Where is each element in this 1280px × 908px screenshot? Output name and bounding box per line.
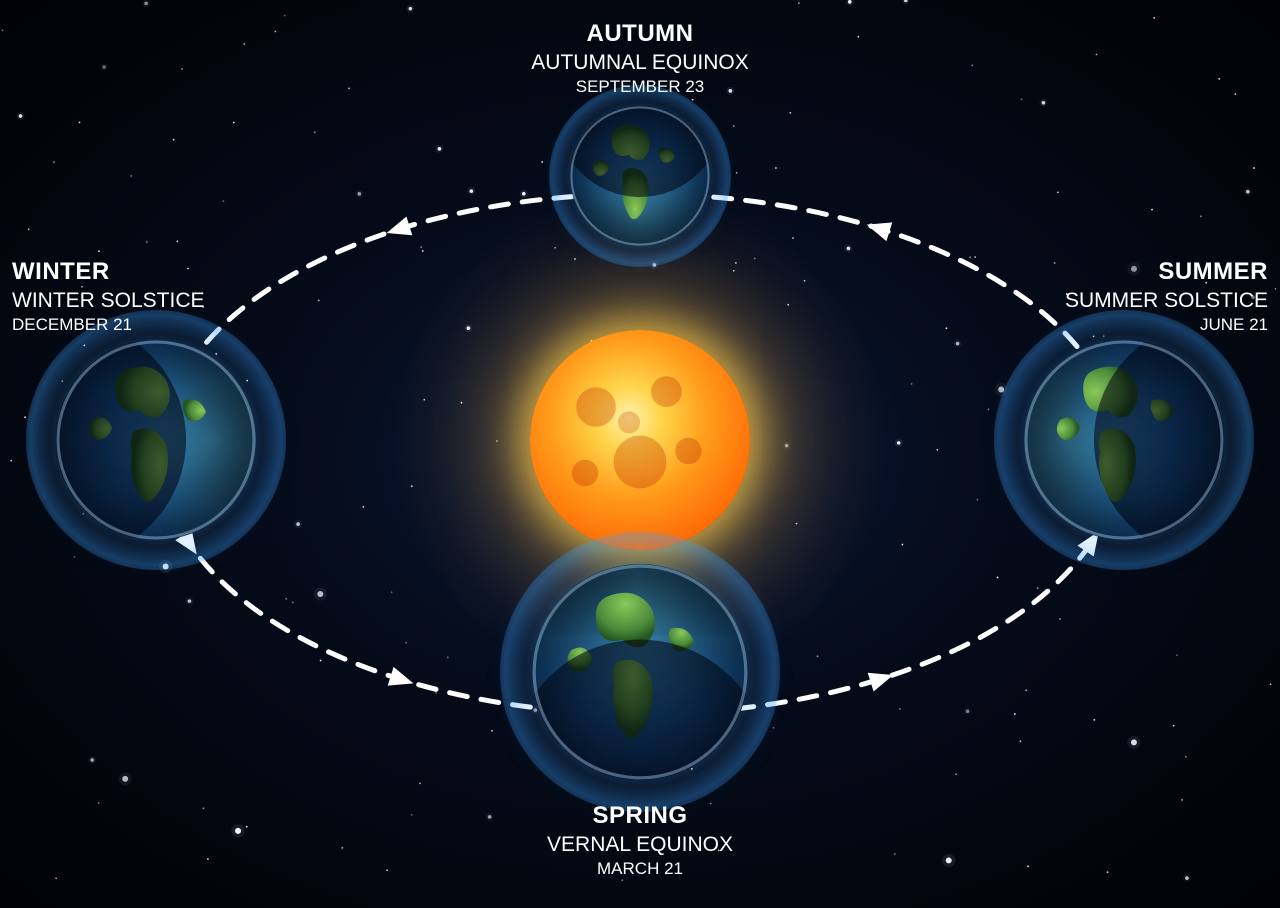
season-title: SUMMER [1065, 256, 1268, 287]
season-subtitle: VERNAL EQUINOX [440, 831, 840, 858]
label-spring: SPRINGVERNAL EQUINOXMARCH 21 [440, 800, 840, 881]
earth-body [570, 106, 710, 246]
season-title: WINTER [12, 256, 205, 287]
season-title: AUTUMN [440, 18, 840, 49]
earth-body [56, 340, 256, 540]
label-summer: SUMMERSUMMER SOLSTICEJUNE 21 [1065, 256, 1268, 337]
season-subtitle: SUMMER SOLSTICE [1065, 287, 1268, 314]
season-date: SEPTEMBER 23 [440, 76, 840, 98]
earth-winter [56, 340, 256, 540]
earth-summer [1024, 340, 1224, 540]
sun [530, 330, 750, 550]
season-subtitle: WINTER SOLSTICE [12, 287, 205, 314]
label-winter: WINTERWINTER SOLSTICEDECEMBER 21 [12, 256, 205, 337]
season-title: SPRING [440, 800, 840, 831]
season-subtitle: AUTUMNAL EQUINOX [440, 49, 840, 76]
earth-spring [532, 564, 748, 780]
earth-body [1024, 340, 1224, 540]
season-date: JUNE 21 [1065, 314, 1268, 336]
season-date: DECEMBER 21 [12, 314, 205, 336]
earth-body [532, 564, 748, 780]
earth-autumn [570, 106, 710, 246]
label-autumn: AUTUMNAUTUMNAL EQUINOXSEPTEMBER 23 [440, 18, 840, 99]
season-date: MARCH 21 [440, 858, 840, 880]
